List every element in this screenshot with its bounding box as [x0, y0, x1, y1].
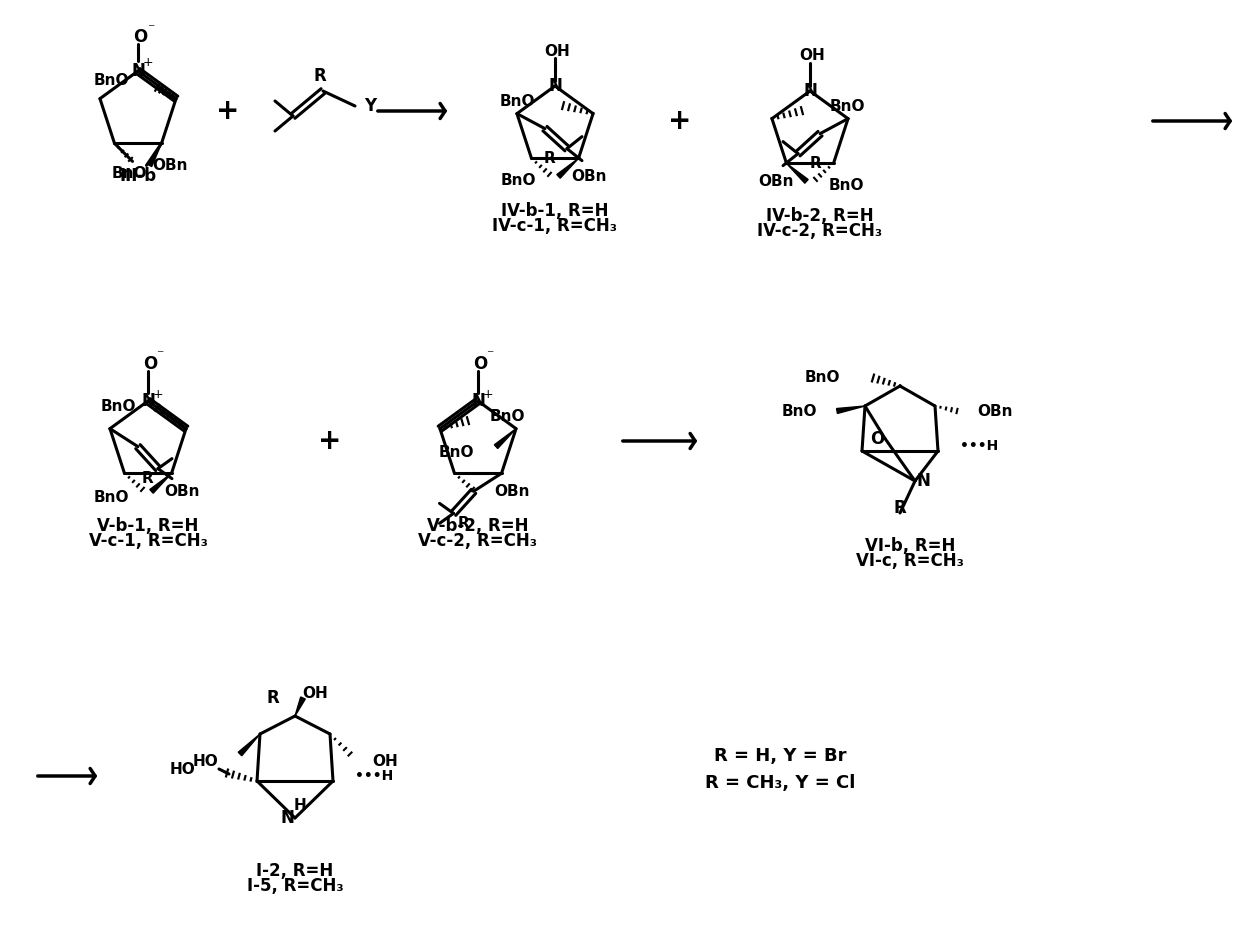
Text: BnO: BnO	[830, 99, 866, 115]
Text: III-b: III-b	[119, 167, 156, 185]
Text: O: O	[143, 355, 157, 373]
Text: OH: OH	[544, 44, 570, 59]
Text: N: N	[548, 77, 562, 95]
Text: OBn: OBn	[758, 174, 794, 189]
Text: IV-c-2, R=CH₃: IV-c-2, R=CH₃	[758, 222, 883, 240]
Text: V-c-2, R=CH₃: V-c-2, R=CH₃	[419, 532, 537, 550]
Text: OBn: OBn	[572, 169, 608, 183]
Text: OH: OH	[303, 686, 327, 701]
Text: R: R	[810, 156, 821, 171]
Text: BnO: BnO	[100, 399, 136, 414]
Text: N: N	[471, 392, 485, 410]
Text: ⁻: ⁻	[486, 348, 494, 362]
Text: R: R	[894, 499, 906, 517]
Polygon shape	[495, 428, 516, 449]
Text: N: N	[141, 392, 155, 410]
Text: H: H	[294, 799, 306, 814]
Text: N: N	[131, 62, 145, 80]
Text: ⁻: ⁻	[156, 348, 164, 362]
Text: Y: Y	[363, 97, 376, 115]
Text: I-5, R=CH₃: I-5, R=CH₃	[247, 877, 343, 895]
Text: BnO: BnO	[828, 178, 864, 193]
Text: N: N	[916, 472, 930, 490]
Polygon shape	[148, 143, 161, 167]
Text: N: N	[280, 809, 294, 827]
Text: HO: HO	[169, 762, 195, 776]
Text: BnO: BnO	[93, 74, 129, 88]
Text: V-b-2, R=H: V-b-2, R=H	[428, 517, 528, 535]
Text: O: O	[472, 355, 487, 373]
Text: •••H: •••H	[355, 769, 393, 783]
Text: HO: HO	[192, 754, 218, 770]
Text: R: R	[544, 151, 556, 166]
Text: •••H: •••H	[960, 439, 998, 453]
Text: +: +	[216, 97, 239, 125]
Text: OBn: OBn	[153, 158, 188, 173]
Text: +: +	[482, 387, 494, 400]
Text: R = H, Y = Br: R = H, Y = Br	[714, 747, 846, 765]
Text: ⁻: ⁻	[148, 22, 155, 36]
Text: R: R	[267, 689, 279, 707]
Text: R: R	[458, 516, 470, 531]
Text: VI-b, R=H: VI-b, R=H	[864, 537, 955, 555]
Text: R: R	[314, 67, 326, 85]
Polygon shape	[786, 163, 808, 183]
Text: OH: OH	[372, 754, 398, 770]
Text: V-b-1, R=H: V-b-1, R=H	[97, 517, 198, 535]
Text: V-c-1, R=CH₃: V-c-1, R=CH₃	[88, 532, 207, 550]
Text: R = CH₃, Y = Cl: R = CH₃, Y = Cl	[704, 774, 856, 792]
Polygon shape	[295, 697, 305, 716]
Text: +: +	[668, 107, 692, 135]
Text: IV-b-1, R=H: IV-b-1, R=H	[501, 202, 609, 220]
Polygon shape	[238, 734, 260, 756]
Text: OBn: OBn	[495, 484, 529, 499]
Polygon shape	[557, 158, 579, 178]
Text: BnO: BnO	[781, 403, 817, 419]
Text: +: +	[153, 387, 164, 400]
Text: +: +	[143, 57, 154, 70]
Text: OBn: OBn	[977, 403, 1013, 419]
Polygon shape	[150, 473, 171, 493]
Text: I-2, R=H: I-2, R=H	[257, 862, 334, 880]
Text: BnO: BnO	[112, 166, 148, 181]
Text: BnO: BnO	[94, 490, 129, 505]
Text: BnO: BnO	[500, 94, 534, 109]
Text: N: N	[804, 82, 817, 100]
Text: BnO: BnO	[501, 173, 537, 188]
Text: IV-c-1, R=CH₃: IV-c-1, R=CH₃	[492, 217, 618, 235]
Text: O: O	[133, 28, 148, 46]
Text: O: O	[870, 429, 884, 448]
Text: +: +	[319, 427, 342, 455]
Text: OBn: OBn	[165, 484, 200, 499]
Text: BnO: BnO	[490, 409, 526, 425]
Text: IV-b-2, R=H: IV-b-2, R=H	[766, 207, 874, 225]
Text: BnO: BnO	[439, 445, 474, 460]
Text: OH: OH	[799, 48, 825, 63]
Polygon shape	[837, 406, 866, 413]
Text: R: R	[143, 471, 154, 486]
Text: BnO: BnO	[805, 371, 839, 385]
Text: VI-c, R=CH₃: VI-c, R=CH₃	[856, 552, 963, 570]
